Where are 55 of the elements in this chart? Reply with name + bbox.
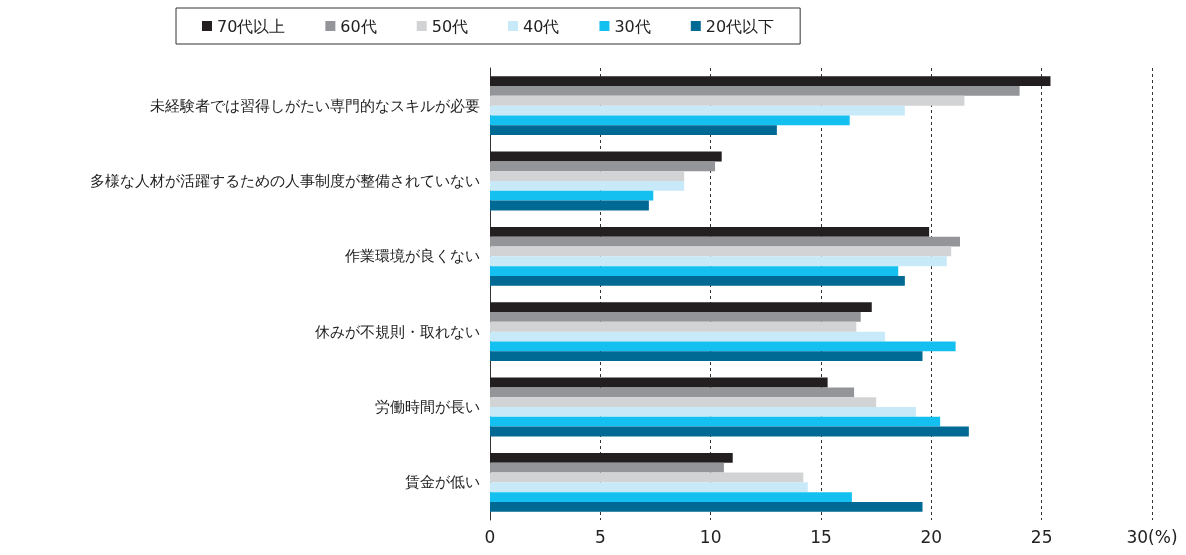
bar [490,226,930,237]
y-tick-label: 労働時間が長い [375,398,480,416]
x-tick-label: 25 [1030,526,1053,547]
bar [490,331,885,342]
bar [490,397,877,407]
bar [490,426,969,437]
y-tick-label: 作業環境が良くない [344,247,480,266]
bar [490,492,852,502]
x-tick-label: 15 [810,526,832,547]
bar [490,171,685,181]
bar [490,190,654,201]
y-tick-label: 休みが不規則・取れない [315,322,480,341]
bar [490,246,952,257]
x-tick-label: 30(%) [1126,526,1178,547]
x-tick-label: 5 [594,526,606,547]
bar [490,312,861,322]
bar [490,125,777,136]
legend-label: 70代以上 [217,16,286,36]
bar [490,151,722,162]
bar [490,115,850,126]
bar [490,472,804,483]
legend-label: 20代以下 [705,16,775,36]
bar [490,200,649,211]
x-tick-label: 0 [484,526,496,547]
bar [490,416,941,427]
bar [490,181,685,191]
bar [490,256,947,267]
x-tick-label: 20 [920,526,943,547]
bar [490,266,899,276]
bar [490,105,905,116]
y-tick-label: 賃金が低い [405,473,480,492]
bar [490,86,1020,96]
bar [490,321,857,332]
bar [490,387,855,398]
x-tick-label: 10 [699,526,722,547]
bar [490,302,872,313]
legend-label: 30代 [614,16,651,36]
bar [490,275,905,286]
bar [490,501,923,512]
legend-label: 50代 [431,16,469,36]
bar [490,341,956,352]
y-tick-label: 未経験者では習得しがたい専門的なスキルが必要 [150,96,480,115]
legend-label: 60代 [340,16,377,36]
bar [490,407,916,417]
bar [490,161,716,172]
bar [490,377,828,388]
bar [490,236,961,247]
bar [490,76,1051,87]
bar [490,452,733,463]
legend-label: 40代 [523,16,560,36]
y-tick-label: 多様な人材が活躍するための人事制度が整備されていない [90,172,480,190]
bar [490,95,965,106]
bar [490,351,923,362]
bar [490,462,724,473]
bar [490,482,808,493]
